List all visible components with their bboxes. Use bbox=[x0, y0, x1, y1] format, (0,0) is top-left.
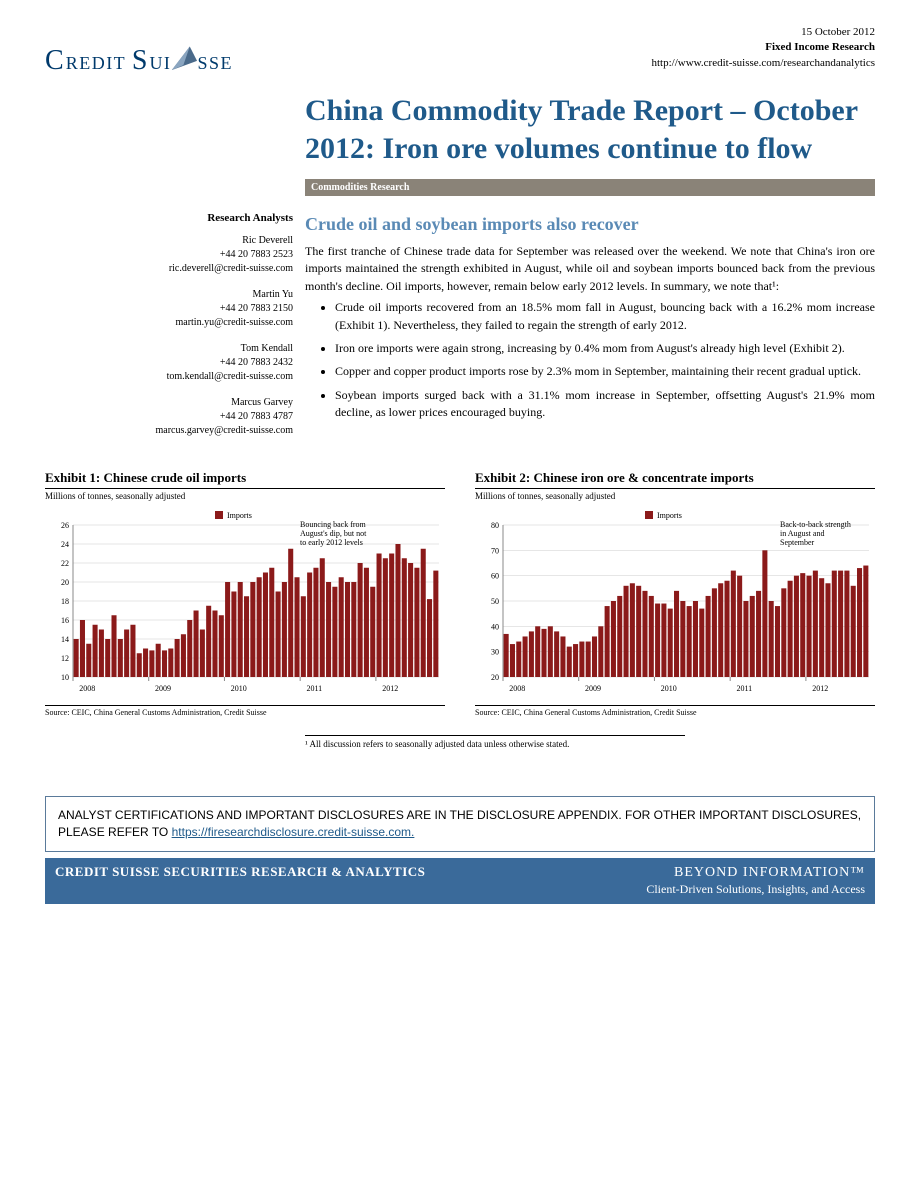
svg-text:22: 22 bbox=[61, 559, 69, 568]
logo-text: CREDIT SUI SSE bbox=[45, 45, 233, 77]
site-url: http://www.credit-suisse.com/researchand… bbox=[652, 56, 876, 71]
svg-text:Imports: Imports bbox=[657, 511, 682, 520]
svg-text:2009: 2009 bbox=[155, 684, 171, 693]
analyst-entry: Martin Yu+44 20 7883 2150martin.yu@credi… bbox=[45, 288, 293, 330]
svg-text:30: 30 bbox=[491, 648, 499, 657]
svg-text:60: 60 bbox=[491, 572, 499, 581]
svg-text:Bouncing back from: Bouncing back from bbox=[300, 520, 367, 529]
footer-right: BEYOND INFORMATION™ Client-Driven Soluti… bbox=[646, 864, 865, 898]
svg-text:September: September bbox=[780, 538, 815, 547]
bullet-item: Copper and copper product imports rose b… bbox=[335, 363, 875, 380]
svg-text:2010: 2010 bbox=[661, 684, 677, 693]
svg-text:80: 80 bbox=[491, 521, 499, 530]
report-date: 15 October 2012 bbox=[652, 25, 876, 40]
analysts-heading: Research Analysts bbox=[45, 211, 293, 226]
svg-text:2012: 2012 bbox=[812, 684, 828, 693]
chart2-subtitle: Millions of tonnes, seasonally adjusted bbox=[475, 491, 875, 501]
chart1-subtitle: Millions of tonnes, seasonally adjusted bbox=[45, 491, 445, 501]
svg-text:August's dip, but not: August's dip, but not bbox=[300, 529, 367, 538]
footer-left: CREDIT SUISSE SECURITIES RESEARCH & ANAL… bbox=[55, 864, 425, 880]
svg-text:26: 26 bbox=[61, 521, 69, 530]
svg-text:70: 70 bbox=[491, 547, 499, 556]
chart1-title: Exhibit 1: Chinese crude oil imports bbox=[45, 470, 445, 489]
chart2-title: Exhibit 2: Chinese iron ore & concentrat… bbox=[475, 470, 875, 489]
svg-text:in August and: in August and bbox=[780, 529, 824, 538]
svg-text:20: 20 bbox=[491, 673, 499, 682]
svg-text:12: 12 bbox=[61, 654, 69, 663]
header-block: 15 October 2012 Fixed Income Research ht… bbox=[652, 25, 876, 71]
svg-text:Back-to-back strength: Back-to-back strength bbox=[780, 520, 851, 529]
chart2-svg: 20 30 40 50 60 70 80 2008 2009 2010 2011 2012 Import… bbox=[475, 507, 875, 697]
chart1: Exhibit 1: Chinese crude oil imports Mil… bbox=[45, 470, 445, 717]
chart2: Exhibit 2: Chinese iron ore & concentrat… bbox=[475, 470, 875, 717]
analyst-entry: Tom Kendall+44 20 7883 2432tom.kendall@c… bbox=[45, 342, 293, 384]
intro-paragraph: The first tranche of Chinese trade data … bbox=[305, 243, 875, 295]
svg-text:20: 20 bbox=[61, 578, 69, 587]
bullet-item: Soybean imports surged back with a 31.1%… bbox=[335, 387, 875, 422]
svg-text:18: 18 bbox=[61, 597, 69, 606]
bullet-item: Crude oil imports recovered from an 18.5… bbox=[335, 299, 875, 334]
chart1-svg: 10 12 14 16 18 20 22 24 26 2008 2009 2010 2011 2012 Im… bbox=[45, 507, 445, 697]
analyst-entry: Ric Deverell+44 20 7883 2523ric.deverell… bbox=[45, 234, 293, 276]
subhead: Crude oil and soybean imports also recov… bbox=[305, 211, 875, 237]
body-column: Crude oil and soybean imports also recov… bbox=[305, 211, 875, 450]
svg-text:2009: 2009 bbox=[585, 684, 601, 693]
svg-text:40: 40 bbox=[491, 623, 499, 632]
analysts-column: Research Analysts Ric Deverell+44 20 788… bbox=[45, 211, 305, 450]
svg-text:to early 2012 levels: to early 2012 levels bbox=[300, 538, 363, 547]
triangle-icon bbox=[170, 46, 198, 76]
page-title: China Commodity Trade Report – October 2… bbox=[305, 92, 875, 167]
svg-text:2008: 2008 bbox=[79, 684, 95, 693]
dept-label: Fixed Income Research bbox=[652, 40, 876, 55]
svg-text:10: 10 bbox=[61, 673, 69, 682]
svg-text:2011: 2011 bbox=[306, 684, 322, 693]
svg-text:2010: 2010 bbox=[231, 684, 247, 693]
svg-text:Imports: Imports bbox=[227, 511, 252, 520]
svg-text:2011: 2011 bbox=[736, 684, 752, 693]
footnote: ¹ All discussion refers to seasonally ad… bbox=[305, 735, 685, 749]
chart2-source: Source: CEIC, China General Customs Admi… bbox=[475, 705, 875, 717]
chart1-source: Source: CEIC, China General Customs Admi… bbox=[45, 705, 445, 717]
svg-text:14: 14 bbox=[61, 635, 69, 644]
svg-text:50: 50 bbox=[491, 597, 499, 606]
disclosure-link[interactable]: https://firesearchdisclosure.credit-suis… bbox=[172, 825, 415, 839]
bullet-list: Crude oil imports recovered from an 18.5… bbox=[335, 299, 875, 421]
bullet-item: Iron ore imports were again strong, incr… bbox=[335, 340, 875, 357]
svg-text:2008: 2008 bbox=[509, 684, 525, 693]
svg-text:24: 24 bbox=[61, 540, 69, 549]
footer-bar: CREDIT SUISSE SECURITIES RESEARCH & ANAL… bbox=[45, 858, 875, 904]
svg-text:2012: 2012 bbox=[382, 684, 398, 693]
disclosure-box: ANALYST CERTIFICATIONS AND IMPORTANT DIS… bbox=[45, 796, 875, 852]
footer-right-top: BEYOND INFORMATION™ bbox=[646, 864, 865, 882]
analyst-entry: Marcus Garvey+44 20 7883 4787marcus.garv… bbox=[45, 396, 293, 438]
section-bar: Commodities Research bbox=[305, 179, 875, 196]
svg-text:16: 16 bbox=[61, 616, 69, 625]
footer-right-sub: Client-Driven Solutions, Insights, and A… bbox=[646, 882, 865, 898]
